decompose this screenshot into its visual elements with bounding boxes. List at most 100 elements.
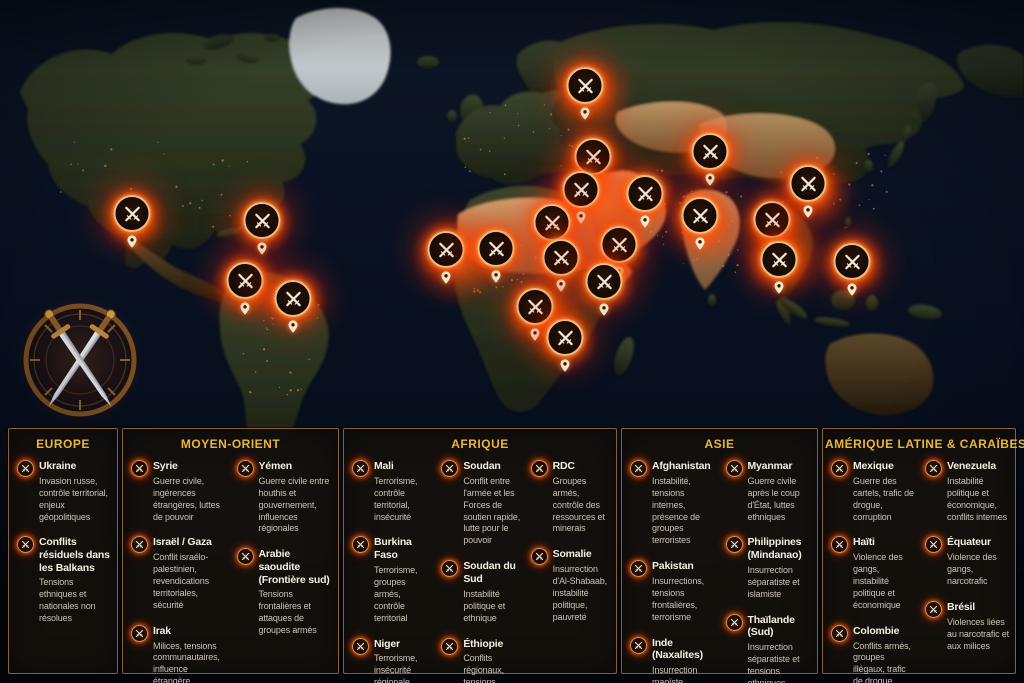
conflict-entry: Mexique Guerre des cartels, trafic de dro… [831,460,915,523]
conflict-name: Arabie saoudite (Frontière sud) [258,548,330,586]
conflict-badge-icon [925,600,942,618]
marker-ring [833,243,871,280]
location-pin-icon [258,242,267,255]
location-pin-icon [577,211,586,224]
marker-ring [789,165,827,202]
panel-columns: Mali Terrorisme, contrôle territorial, in… [346,460,614,683]
conflict-marker-somalie-ethiopie[interactable] [585,263,623,316]
crossed-swords-icon [761,209,783,231]
conflict-name: Brésil [947,600,975,613]
conflict-name: Irak [153,624,171,637]
region-panel-title: AMÉRIQUE LATINE & CARAÏBES [825,437,1024,451]
panel-column: Myanmar Guerre civile après le coup d'Éta… [720,460,816,683]
conflict-entry-text: Ukraine Invasion russe, contrôle territor… [39,460,111,523]
marker-ring [546,319,584,356]
conflict-badge-icon [17,460,34,477]
conflict-badge-icon [630,560,647,578]
conflict-name: Haïti [853,536,875,549]
panel-column: Soudan Conflit entre l'armée et les Force… [435,460,524,683]
conflict-entry: Éthiopie Conflits régionaux, tensions eth… [441,637,520,683]
conflict-badge-icon [441,560,459,578]
marker-ring [566,67,604,104]
conflict-marker-haiti-caraibes[interactable] [243,202,281,255]
conflict-badge-icon [530,460,548,477]
conflict-badge-icon [725,536,743,554]
location-pin-icon [581,107,590,120]
conflict-name: Thaïlande (Sud) [747,613,795,639]
marker-ring [427,231,465,268]
conflict-entry-text: Éthiopie Conflits régionaux, tensions eth… [463,638,520,683]
conflict-marker-thailande[interactable] [760,241,798,294]
conflict-marker-mali[interactable] [427,231,465,284]
crossed-swords-icon [689,205,711,227]
conflict-marker-soudan[interactable] [542,239,580,292]
conflict-description: Insurrections, tensions frontalières, te… [652,576,704,622]
crossed-swords-icon [541,212,563,234]
panel-column: Syrie Guerre civile, ingérences étrangère… [125,460,231,683]
conflict-marker-niger[interactable] [477,230,515,283]
conflict-name: Soudan du Sud [463,560,516,585]
location-pin-icon [128,235,137,248]
conflict-entry-text: Mexique Guerre des cartels, trafic de dro… [853,460,915,523]
conflict-name: Syrie [153,460,178,472]
crossed-swords-icon [435,239,457,261]
conflict-entry-text: Équateur Violence des gangs, narcotrafic [947,536,1009,588]
conflict-name: Conflits résiduels dans les Balkans [39,536,110,574]
conflict-badge-icon [131,460,148,477]
conflict-entry: Burkina Faso Terrorisme, groupes armés, c… [352,536,431,624]
conflict-marker-asie-centrale[interactable] [691,133,729,186]
conflict-name: Colombie [853,624,900,637]
marker-ring [681,197,719,234]
crossed-swords-compass-logo [14,294,146,426]
crossed-swords-icon [251,210,273,232]
conflict-description: Tensions ethniques et nationales non rés… [39,577,96,624]
conflict-badge-icon [925,460,942,477]
conflict-marker-irak-iran[interactable] [626,175,664,228]
conflict-badge-icon [725,613,743,631]
conflict-badge-icon [831,624,848,642]
region-panel-amerique-latine-caraibes: AMÉRIQUE LATINE & CARAÏBES Mexique Guerre … [822,428,1024,683]
conflict-description: Conflits armés, groupes illégaux, trafic… [853,640,911,683]
location-pin-icon [848,283,857,296]
panel-column: Mali Terrorisme, contrôle territorial, in… [346,460,435,683]
conflict-name: Mexique [853,460,894,472]
conflict-description: Terrorisme, groupes armés, contrôle terr… [374,564,418,623]
conflict-entry-text: Venezuela Instabilité politique et économ… [947,460,1009,523]
conflict-badge-icon [725,460,743,477]
region-panel-europe: EUROPE Ukraine Invasion russe, contrôle te… [8,428,118,674]
crossed-swords-icon [593,271,615,293]
marker-ring [600,226,638,263]
conflict-entry-text: Burkina Faso Terrorisme, groupes armés, c… [374,536,431,624]
conflict-entry: Yémen Guerre civile entre houthis et gouv… [236,460,333,535]
conflict-name: Ukraine [39,460,77,472]
region-panel-title: AFRIQUE [451,437,509,451]
marker-ring [243,202,281,239]
location-pin-icon [531,328,540,341]
conflict-description: Conflit israélo-palestinien, revendicati… [153,552,209,610]
conflict-marker-inde-pakistan[interactable] [681,197,719,250]
conflict-marker-philippines[interactable] [833,243,871,296]
conflict-marker-colombie[interactable] [226,262,264,315]
conflict-description: Groupes armés, contrôle des ressources e… [552,475,605,534]
conflict-description: Tensions frontalières et attaques de gro… [258,589,317,636]
conflict-marker-mexique[interactable] [113,195,151,248]
conflict-entry: Syrie Guerre civile, ingérences étrangère… [131,460,227,523]
crossed-swords-icon [768,249,790,271]
conflict-name: Inde (Naxalites) [652,636,703,662]
conflict-description: Milices, tensions communautaires, influe… [153,640,220,683]
marker-ring [753,201,791,238]
conflict-entry: Irak Milices, tensions communautaires, in… [131,624,227,683]
marker-ring [691,133,729,170]
conflict-entry-text: Conflits résiduels dans les Balkans Tensi… [39,536,111,625]
conflict-marker-chine-est[interactable] [789,165,827,218]
conflict-marker-bresil-nord[interactable] [274,280,312,333]
conflict-description: Guerre des cartels, trafic de drogue, co… [853,475,914,522]
conflict-marker-ukraine[interactable] [566,67,604,120]
conflict-entry: Somalie Insurrection d'Al-Shabaab, instab… [530,548,610,623]
conflict-description: Conflit entre l'armée et les Forces de s… [463,475,521,546]
conflict-marker-afrique-est[interactable] [546,319,584,372]
conflict-entry: Haïti Violence des gangs, instabilité pol… [831,536,915,611]
conflict-entry: Niger Terrorisme, insécurité régionale, c… [352,637,431,683]
conflict-entry: Ukraine Invasion russe, contrôle territor… [17,460,111,523]
panel-columns: Syrie Guerre civile, ingérences étrangère… [125,460,336,683]
